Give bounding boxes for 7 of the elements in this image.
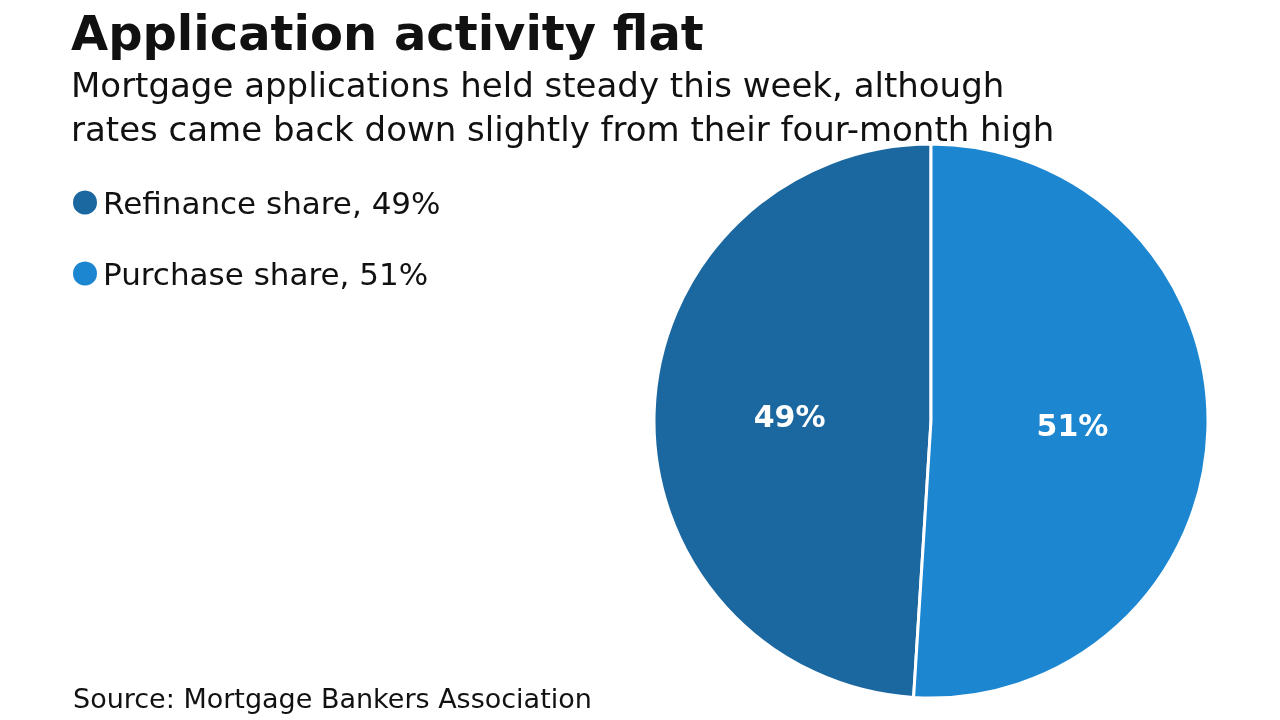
chart-title: Application activity flat xyxy=(71,5,704,61)
legend-label: Purchase share, 51% xyxy=(103,255,429,292)
data-label: 51% xyxy=(1036,407,1109,443)
source-note: Source: Mortgage Bankers Association xyxy=(73,683,592,714)
legend-label: Refinance share, 49% xyxy=(103,184,441,221)
chart-subtitle: Mortgage applications held steady this week, although rates came back down slightly from their four-month high xyxy=(71,65,1055,149)
data-label: 49% xyxy=(753,399,826,435)
